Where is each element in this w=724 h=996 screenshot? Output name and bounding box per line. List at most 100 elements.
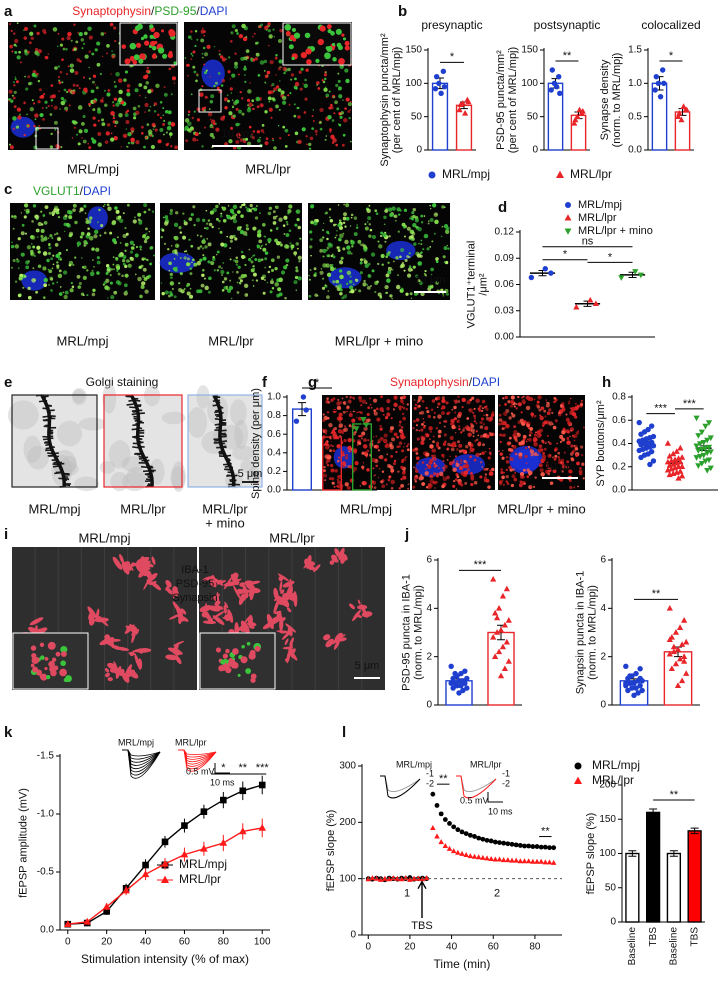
puncta <box>447 447 450 450</box>
puncta <box>264 60 267 63</box>
puncta <box>261 245 263 247</box>
title-part: Synaptophysin <box>72 4 151 18</box>
puncta <box>126 92 130 96</box>
puncta <box>413 242 416 245</box>
panel-label: i <box>4 526 8 543</box>
puncta <box>403 470 405 472</box>
puncta <box>384 434 388 438</box>
puncta <box>347 250 351 254</box>
puncta <box>79 32 83 36</box>
puncta <box>24 203 28 207</box>
puncta <box>139 295 143 299</box>
puncta <box>509 454 510 455</box>
puncta <box>150 41 156 47</box>
puncta <box>390 480 395 485</box>
puncta <box>345 203 349 207</box>
y-tick-label: 0.0 <box>267 485 281 496</box>
puncta <box>34 279 36 281</box>
puncta <box>339 292 343 296</box>
puncta <box>335 144 338 147</box>
puncta <box>242 113 245 116</box>
sig-label: * <box>221 762 226 774</box>
puncta <box>420 243 422 245</box>
puncta <box>405 293 408 296</box>
puncta <box>130 241 134 245</box>
puncta <box>199 132 201 134</box>
puncta <box>542 455 546 459</box>
puncta <box>121 275 124 278</box>
puncta <box>576 462 580 466</box>
puncta <box>385 416 388 419</box>
puncta <box>444 261 446 263</box>
inset-label: -1 <box>426 768 434 778</box>
puncta <box>115 72 120 77</box>
puncta <box>145 97 146 98</box>
puncta <box>141 126 144 129</box>
data-point <box>693 416 699 422</box>
puncta <box>505 396 508 399</box>
puncta <box>18 294 21 297</box>
inset <box>200 633 275 689</box>
puncta <box>13 84 15 86</box>
puncta <box>526 441 528 443</box>
puncta <box>313 109 315 111</box>
puncta <box>342 398 344 400</box>
data-point <box>587 297 593 303</box>
puncta <box>310 255 312 257</box>
puncta <box>343 233 345 235</box>
puncta <box>341 34 344 37</box>
puncta <box>222 207 226 211</box>
puncta <box>456 448 459 451</box>
puncta <box>485 408 488 411</box>
puncta <box>397 274 399 276</box>
puncta <box>320 128 323 131</box>
puncta <box>471 397 474 400</box>
data-point <box>695 448 701 454</box>
inset-puncta <box>255 646 261 652</box>
puncta <box>296 107 298 109</box>
puncta <box>369 205 371 207</box>
puncta <box>332 397 335 400</box>
puncta <box>530 449 534 453</box>
puncta <box>110 73 112 75</box>
puncta <box>452 485 455 488</box>
scale-label: 10 μm <box>545 461 576 473</box>
y-axis-label: Synapsin puncta in IBA-1 <box>574 571 586 695</box>
chart-title: colocalized <box>641 18 700 32</box>
puncta <box>196 289 200 293</box>
puncta <box>58 91 59 92</box>
puncta <box>350 289 354 293</box>
puncta <box>460 462 462 464</box>
puncta <box>349 280 353 284</box>
image-label: MRL/lpr <box>120 501 166 516</box>
puncta <box>208 276 212 280</box>
data-point <box>638 442 643 447</box>
puncta <box>54 129 56 131</box>
puncta <box>208 242 212 246</box>
puncta <box>151 145 155 149</box>
puncta <box>214 46 215 47</box>
puncta <box>194 45 196 47</box>
data-point <box>535 844 540 849</box>
puncta <box>564 452 566 454</box>
puncta <box>327 232 329 234</box>
puncta <box>469 451 471 453</box>
puncta <box>402 403 404 405</box>
puncta <box>226 215 230 219</box>
puncta <box>526 396 530 400</box>
image-label: MRL/lpr <box>208 333 254 348</box>
puncta <box>89 236 94 241</box>
data-point <box>441 69 446 74</box>
puncta <box>445 228 448 231</box>
puncta <box>275 57 278 60</box>
puncta <box>452 461 455 464</box>
puncta <box>168 270 170 272</box>
puncta <box>433 416 436 419</box>
puncta <box>64 107 68 111</box>
puncta <box>294 32 300 38</box>
puncta <box>27 51 30 54</box>
puncta <box>354 232 358 236</box>
data-point <box>456 107 462 113</box>
puncta <box>244 284 248 288</box>
puncta <box>188 217 192 221</box>
